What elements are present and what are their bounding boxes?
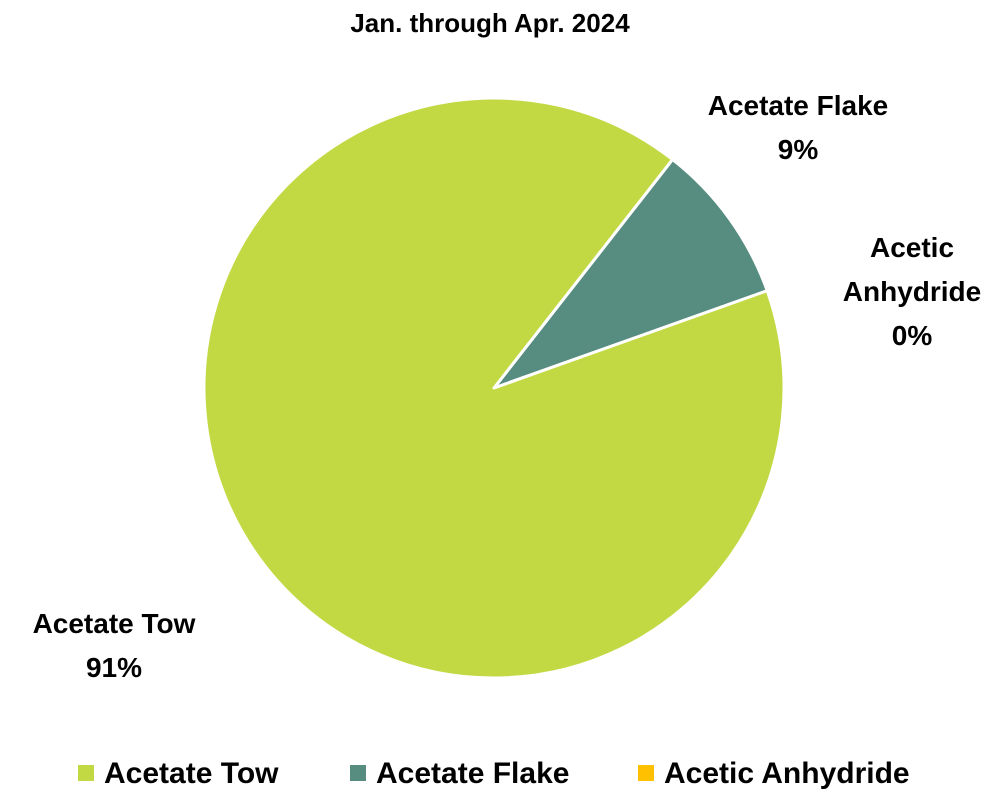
chart-title: Jan. through Apr. 2024	[350, 8, 630, 38]
legend-item-acetate-tow: Acetate Tow	[78, 757, 279, 790]
data-label-name: Acetate Tow	[33, 608, 196, 639]
data-label-acetate-tow: Acetate Tow 91%	[33, 608, 196, 683]
slice-labels: Acetate Flake 9% Acetic Anhydride 0% Acetate …	[33, 90, 982, 683]
slice-acetate-flake	[492, 157, 769, 390]
data-label-value: 91%	[86, 652, 142, 683]
legend-swatch	[350, 765, 366, 781]
data-label-acetic-anhydride: Acetic Anhydride 0%	[843, 232, 981, 351]
slice-acetate-tow	[202, 96, 786, 680]
data-label-name: Acetic	[870, 232, 954, 263]
legend-label: Acetic Anhydride	[664, 757, 910, 790]
data-label-name: Acetate Flake	[708, 90, 889, 121]
legend: Acetate Tow Acetate Flake Acetic Anhydride	[78, 757, 910, 790]
pie-slices	[202, 96, 786, 680]
legend-swatch	[78, 765, 94, 781]
legend-label: Acetate Flake	[376, 757, 569, 790]
legend-item-acetate-flake: Acetate Flake	[350, 757, 569, 790]
legend-swatch	[638, 765, 654, 781]
legend-label: Acetate Tow	[104, 757, 279, 790]
data-label-name: Anhydride	[843, 276, 981, 307]
data-label-value: 0%	[892, 320, 933, 351]
data-label-value: 9%	[778, 134, 819, 165]
legend-item-acetic-anhydride: Acetic Anhydride	[638, 757, 910, 790]
data-label-acetate-flake: Acetate Flake 9%	[708, 90, 889, 165]
